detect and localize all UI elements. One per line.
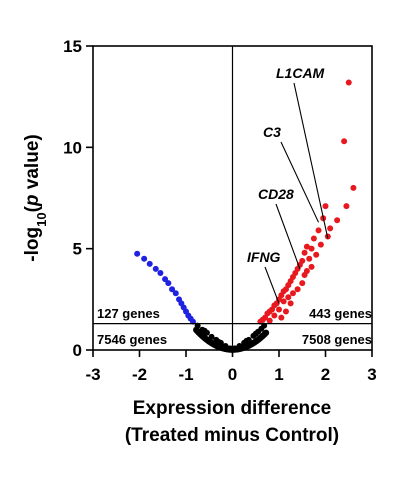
x-axis-title-line1: Expression difference <box>133 398 332 419</box>
data-point-nonsignificant <box>236 342 243 349</box>
data-point-up <box>282 308 289 315</box>
data-point-up <box>341 138 348 145</box>
data-point-up <box>350 184 357 191</box>
data-point-up <box>308 263 315 270</box>
count-left-upper: 127 genes <box>97 306 160 321</box>
data-point-down <box>152 265 159 272</box>
x-tick-label: 1 <box>274 365 283 384</box>
data-point-down <box>157 269 164 276</box>
data-point-nonsignificant <box>215 338 222 345</box>
data-point-down <box>165 280 172 287</box>
data-point-up <box>308 245 315 252</box>
data-point-down <box>134 250 141 257</box>
x-tick-label: 3 <box>367 365 376 384</box>
x-tick-label: -1 <box>178 365 193 384</box>
y-title-subscript: 10 <box>34 212 49 226</box>
data-point-up <box>266 317 273 324</box>
x-tick-label: 2 <box>321 365 330 384</box>
data-point-up <box>334 217 341 224</box>
gene-leader-line <box>293 82 329 239</box>
data-point-down <box>146 260 153 267</box>
y-title-prefix: -log <box>22 227 43 262</box>
y-title-suffix: value) <box>22 134 43 194</box>
gene-leader-line <box>275 203 301 270</box>
points-layer <box>134 79 357 353</box>
data-point-up <box>278 314 285 321</box>
x-tick-label: -2 <box>132 365 147 384</box>
gene-label-ifng: IFNG <box>247 249 281 265</box>
gene-label-cd28: CD28 <box>258 186 294 202</box>
data-point-up <box>271 312 278 319</box>
data-point-up <box>303 243 310 250</box>
y-title-p: p <box>22 194 43 207</box>
gene-leader-line <box>264 266 280 304</box>
y-tick-label: 5 <box>73 240 82 259</box>
data-point-nonsignificant <box>252 330 259 337</box>
data-point-up <box>276 306 282 313</box>
data-point-up <box>294 286 301 293</box>
data-point-up <box>343 203 350 210</box>
data-point-down <box>162 276 169 283</box>
y-axis-title: -log10(p value) <box>22 134 49 261</box>
x-tick-label: -3 <box>85 365 100 384</box>
data-point-up <box>310 235 317 242</box>
data-point-up <box>322 203 329 210</box>
annotation-layer: L1CAM C3 CD28 IFNG <box>247 65 329 304</box>
data-point-up <box>303 267 310 274</box>
y-tick-label: 15 <box>63 37 82 56</box>
data-point-nonsignificant <box>243 337 250 344</box>
data-point-up <box>301 249 308 256</box>
gene-label-l1cam: L1CAM <box>276 65 325 81</box>
data-point-down <box>169 286 176 293</box>
data-point-up <box>313 251 320 258</box>
ticks-layer: -3 -2 -1 0 1 2 3 0 5 10 15 <box>63 37 377 384</box>
data-point-up <box>345 79 352 86</box>
data-point-down <box>141 255 148 262</box>
count-right-lower: 7508 genes <box>302 332 372 347</box>
data-point-up <box>315 227 322 234</box>
y-tick-label: 0 <box>73 341 82 360</box>
count-left-lower: 7546 genes <box>97 332 167 347</box>
axes-layer <box>92 45 373 351</box>
data-point-up <box>306 255 313 262</box>
data-point-up <box>299 280 306 287</box>
count-right-upper: 443 genes <box>309 306 372 321</box>
data-point-up <box>285 294 292 301</box>
data-point-nonsignificant <box>208 333 215 340</box>
x-axis-title-line2: (Treated minus Control) <box>125 425 339 446</box>
data-point-up <box>317 241 324 248</box>
x-tick-label: 0 <box>228 365 237 384</box>
data-point-nonsignificant <box>201 327 208 334</box>
y-tick-label: 10 <box>63 138 82 157</box>
data-point-up <box>287 300 294 307</box>
data-point-nonsignificant-fill <box>262 329 270 336</box>
data-point-nonsignificant <box>222 342 229 349</box>
data-point-up <box>327 225 334 232</box>
gene-label-c3: C3 <box>263 124 281 140</box>
y-title-paren: ( <box>22 205 43 212</box>
data-point-up <box>289 290 296 297</box>
data-point-up <box>280 298 287 305</box>
data-point-down <box>172 290 179 297</box>
gene-leader-line <box>280 141 320 223</box>
